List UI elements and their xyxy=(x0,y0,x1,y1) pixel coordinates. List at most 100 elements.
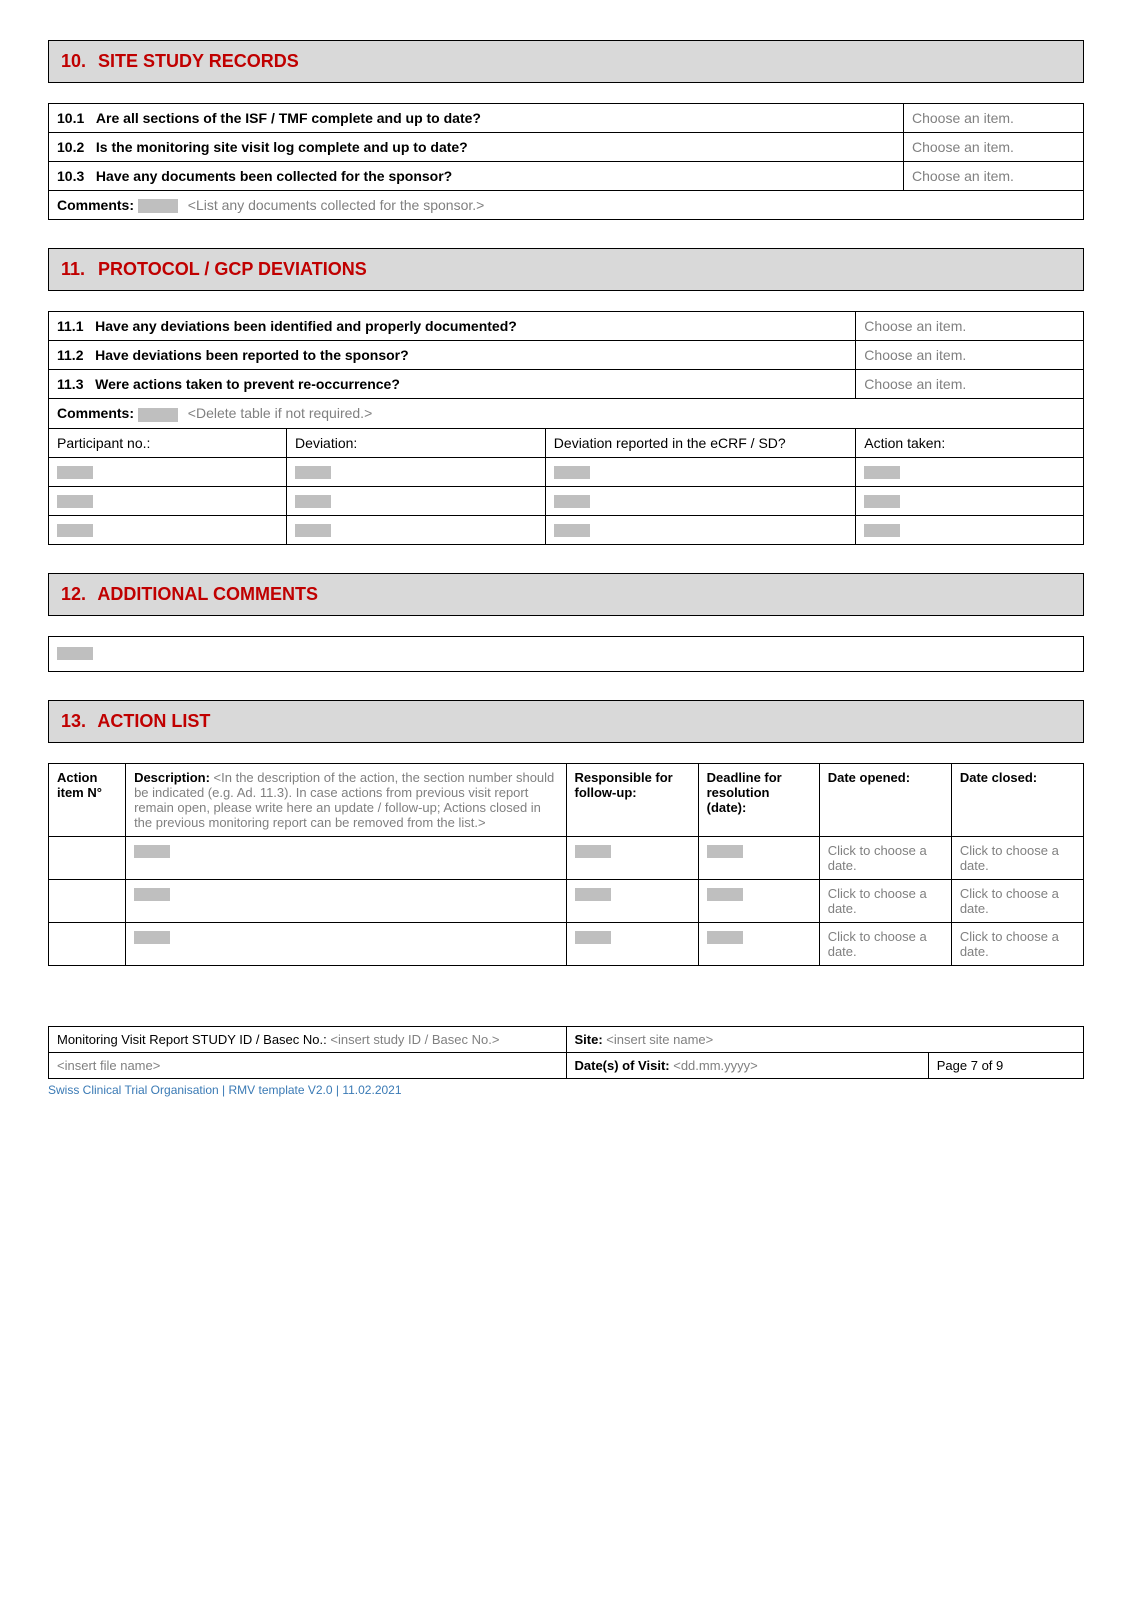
q-num: 10.2 xyxy=(57,139,84,155)
action-header-row: Action item N° Description: <In the desc… xyxy=(49,763,1084,836)
cell-deadline[interactable] xyxy=(698,879,819,922)
q-num: 10.3 xyxy=(57,168,84,184)
q-num: 10.1 xyxy=(57,110,84,126)
dev-h-action: Action taken: xyxy=(856,428,1084,457)
q-num: 11.3 xyxy=(57,376,83,392)
placeholder-chip[interactable] xyxy=(864,466,900,479)
dev-row xyxy=(49,457,1084,486)
placeholder-chip xyxy=(134,931,170,944)
section-13-num: 13. xyxy=(61,711,93,732)
placeholder-chip xyxy=(57,647,93,660)
action-row: Click to choose a date. Click to choose … xyxy=(49,836,1084,879)
placeholder-chip[interactable] xyxy=(864,524,900,537)
section-10-num: 10. xyxy=(61,51,93,72)
cell-item[interactable] xyxy=(49,836,126,879)
placeholder-chip[interactable] xyxy=(295,466,331,479)
cell-deadline[interactable] xyxy=(698,922,819,965)
placeholder-chip[interactable] xyxy=(554,495,590,508)
q-text: Is the monitoring site visit log complet… xyxy=(96,139,468,155)
placeholder-chip xyxy=(707,931,743,944)
additional-comments-box[interactable] xyxy=(48,636,1084,672)
answer-cell[interactable]: Choose an item. xyxy=(856,312,1084,341)
q-text: Were actions taken to prevent re-occurre… xyxy=(95,376,400,392)
action-list-table: Action item N° Description: <In the desc… xyxy=(48,763,1084,966)
footer-date-hint: <dd.mm.yyyy> xyxy=(673,1058,758,1073)
placeholder-chip xyxy=(134,845,170,858)
footer-row-1: Monitoring Visit Report STUDY ID / Basec… xyxy=(49,1026,1084,1052)
placeholder-chip xyxy=(575,931,611,944)
placeholder-chip xyxy=(138,199,178,213)
comments-hint: <List any documents collected for the sp… xyxy=(188,197,485,213)
q-num: 11.1 xyxy=(57,318,83,334)
footer-filename: <insert file name> xyxy=(49,1052,567,1078)
comments-label: Comments: xyxy=(57,405,134,421)
footer-site-hint: <insert site name> xyxy=(606,1032,713,1047)
cell-item[interactable] xyxy=(49,922,126,965)
section-11-title: PROTOCOL / GCP DEVIATIONS xyxy=(98,259,367,279)
footer-table: Monitoring Visit Report STUDY ID / Basec… xyxy=(48,1026,1084,1079)
table-row: 11.2 Have deviations been reported to th… xyxy=(49,341,1084,370)
h-desc: Description: <In the description of the … xyxy=(126,763,566,836)
cell-deadline[interactable] xyxy=(698,836,819,879)
table-row: 11.1 Have any deviations been identified… xyxy=(49,312,1084,341)
section-13-title: ACTION LIST xyxy=(97,711,210,731)
desc-label: Description: xyxy=(134,770,210,785)
footer-right-top: Site: <insert site name> xyxy=(566,1026,1084,1052)
placeholder-chip[interactable] xyxy=(295,495,331,508)
cell-closed[interactable]: Click to choose a date. xyxy=(951,922,1083,965)
comments-row: Comments: <List any documents collected … xyxy=(49,191,1084,220)
cell-closed[interactable]: Click to choose a date. xyxy=(951,836,1083,879)
footer-left-hint: <insert study ID / Basec No.> xyxy=(330,1032,499,1047)
h-opened: Date opened: xyxy=(819,763,951,836)
answer-cell[interactable]: Choose an item. xyxy=(904,104,1084,133)
placeholder-chip[interactable] xyxy=(864,495,900,508)
section-10-table: 10.1 Are all sections of the ISF / TMF c… xyxy=(48,103,1084,220)
footer-left-top: Monitoring Visit Report STUDY ID / Basec… xyxy=(49,1026,567,1052)
placeholder-chip[interactable] xyxy=(57,524,93,537)
dev-h-participant: Participant no.: xyxy=(49,428,287,457)
answer-cell[interactable]: Choose an item. xyxy=(856,341,1084,370)
h-resp: Responsible for follow-up: xyxy=(566,763,698,836)
comments-row: Comments: <Delete table if not required.… xyxy=(49,399,1084,428)
cell-item[interactable] xyxy=(49,879,126,922)
footer-left-label: Monitoring Visit Report STUDY ID / Basec… xyxy=(57,1032,327,1047)
answer-cell[interactable]: Choose an item. xyxy=(904,162,1084,191)
section-12-num: 12. xyxy=(61,584,93,605)
q-text: Have deviations been reported to the spo… xyxy=(95,347,409,363)
placeholder-chip[interactable] xyxy=(554,466,590,479)
cell-opened[interactable]: Click to choose a date. xyxy=(819,879,951,922)
dev-row xyxy=(49,515,1084,544)
q-text: Are all sections of the ISF / TMF comple… xyxy=(96,110,481,126)
placeholder-chip xyxy=(707,845,743,858)
footer-row-2: <insert file name> Date(s) of Visit: <dd… xyxy=(49,1052,1084,1078)
answer-cell[interactable]: Choose an item. xyxy=(904,133,1084,162)
cell-desc[interactable] xyxy=(126,922,566,965)
placeholder-chip xyxy=(138,408,178,422)
table-row: 11.3 Were actions taken to prevent re-oc… xyxy=(49,370,1084,399)
section-12-header: 12. ADDITIONAL COMMENTS xyxy=(48,573,1084,616)
placeholder-chip[interactable] xyxy=(295,524,331,537)
section-11-header: 11. PROTOCOL / GCP DEVIATIONS xyxy=(48,248,1084,291)
cell-closed[interactable]: Click to choose a date. xyxy=(951,879,1083,922)
placeholder-chip[interactable] xyxy=(554,524,590,537)
cell-opened[interactable]: Click to choose a date. xyxy=(819,836,951,879)
answer-cell[interactable]: Choose an item. xyxy=(856,370,1084,399)
cell-desc[interactable] xyxy=(126,879,566,922)
section-12-title: ADDITIONAL COMMENTS xyxy=(97,584,318,604)
section-11-table: 11.1 Have any deviations been identified… xyxy=(48,311,1084,544)
action-row: Click to choose a date. Click to choose … xyxy=(49,922,1084,965)
cell-resp[interactable] xyxy=(566,922,698,965)
cell-desc[interactable] xyxy=(126,836,566,879)
placeholder-chip[interactable] xyxy=(57,466,93,479)
dev-h-deviation: Deviation: xyxy=(287,428,546,457)
cell-resp[interactable] xyxy=(566,836,698,879)
section-10-title: SITE STUDY RECORDS xyxy=(98,51,299,71)
comments-hint: <Delete table if not required.> xyxy=(188,405,372,421)
table-row: 10.3 Have any documents been collected f… xyxy=(49,162,1084,191)
placeholder-chip[interactable] xyxy=(57,495,93,508)
cell-resp[interactable] xyxy=(566,879,698,922)
comments-label: Comments: xyxy=(57,197,134,213)
cell-opened[interactable]: Click to choose a date. xyxy=(819,922,951,965)
table-row: 10.2 Is the monitoring site visit log co… xyxy=(49,133,1084,162)
table-row: 10.1 Are all sections of the ISF / TMF c… xyxy=(49,104,1084,133)
